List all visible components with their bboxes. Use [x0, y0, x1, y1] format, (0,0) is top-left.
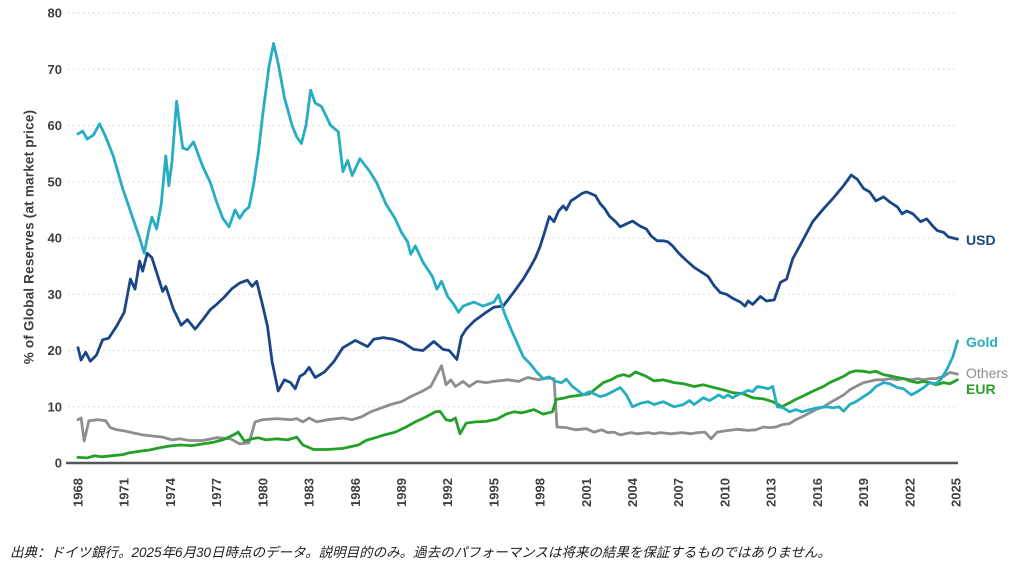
x-tick-label: 1998: [533, 478, 548, 507]
x-tick-label: 1980: [255, 478, 270, 507]
y-axis-title: % of Global Reserves (at market price): [21, 109, 37, 365]
y-tick-label: 60: [48, 118, 62, 133]
x-tick-label: 2013: [764, 478, 779, 507]
x-tick-label: 2016: [810, 478, 825, 507]
x-tick-label: 2001: [579, 478, 594, 507]
x-tick-label: 1977: [209, 478, 224, 507]
x-tick-label: 1971: [117, 478, 132, 507]
x-tick-label: 1974: [163, 477, 178, 507]
chart-plot-area: 0 10 20 30 40 50 60 70 80 1968 1971 1974 1977 1980 198…: [48, 6, 964, 508]
series-line-usd: [76, 173, 959, 393]
series-line-others: [76, 364, 959, 446]
x-tick-label: 1992: [440, 478, 455, 507]
x-tick-label: 1968: [71, 478, 86, 507]
source-caption: 出典：ドイツ銀行。2025年6月30日時点のデータ。説明目的のみ。過去のパフォー…: [10, 545, 831, 560]
y-tick-label: 0: [55, 456, 62, 471]
x-tick-label: 1983: [302, 478, 317, 507]
series-label-gold: Gold: [966, 334, 998, 350]
series-label-eur: EUR: [966, 381, 996, 397]
x-tick-label: 2022: [902, 478, 917, 507]
y-tick-label: 80: [48, 6, 62, 21]
y-tick-label: 30: [48, 287, 62, 302]
series-line-gold: [76, 42, 959, 414]
series-label-others: Others: [966, 365, 1009, 381]
x-tick-label: 2025: [949, 478, 964, 507]
x-tick-label: 2019: [856, 478, 871, 507]
series-line-eur: [76, 369, 959, 460]
series-label-usd: USD: [966, 232, 996, 248]
y-tick-label: 50: [48, 174, 62, 189]
x-tick-label: 1986: [348, 478, 363, 507]
x-tick-label: 1989: [394, 478, 409, 507]
x-tick-label: 2010: [717, 478, 732, 507]
x-tick-label: 2007: [671, 478, 686, 507]
x-tick-label: 2004: [625, 477, 640, 507]
y-tick-label: 20: [48, 343, 62, 358]
x-tick-label: 1995: [486, 478, 501, 507]
y-tick-label: 40: [48, 231, 62, 246]
y-tick-label: 70: [48, 62, 62, 77]
y-tick-label: 10: [48, 399, 62, 414]
